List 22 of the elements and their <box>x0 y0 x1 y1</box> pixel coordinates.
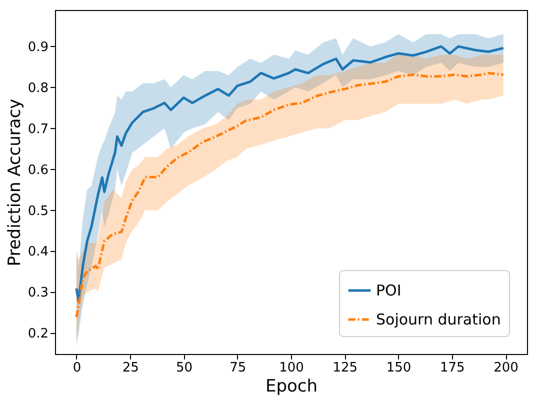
x-axis-title: Epoch <box>265 376 318 396</box>
y-tick-label: 0.5 <box>28 204 48 219</box>
y-tick-label: 0.8 <box>28 80 48 96</box>
x-tick-label: 0 <box>72 360 82 376</box>
line-series <box>75 45 505 302</box>
y-tick-label: 0.9 <box>28 40 48 55</box>
y-tick-label: 0.2 <box>28 326 48 342</box>
y-tick-label: 0.3 <box>28 286 48 301</box>
x-tick-label: 75 <box>230 360 246 376</box>
x-tick-label: 50 <box>176 360 192 376</box>
y-tick-label: 0.7 <box>28 122 48 137</box>
x-tick-label: 25 <box>122 360 139 376</box>
x-tick-label: 100 <box>279 360 304 376</box>
legend-label: POI <box>376 282 402 300</box>
x-tick-label: 125 <box>332 360 358 376</box>
y-tick-label: 0.6 <box>28 162 48 178</box>
x-tick-label: 150 <box>386 360 412 376</box>
x-tick-label: 175 <box>440 360 465 376</box>
x-tick-label: 200 <box>494 360 518 376</box>
y-tick-label: 0.4 <box>28 244 48 260</box>
y-axis-title: Prediction Accuracy <box>4 98 25 266</box>
legend-label: Sojourn duration <box>376 310 501 328</box>
